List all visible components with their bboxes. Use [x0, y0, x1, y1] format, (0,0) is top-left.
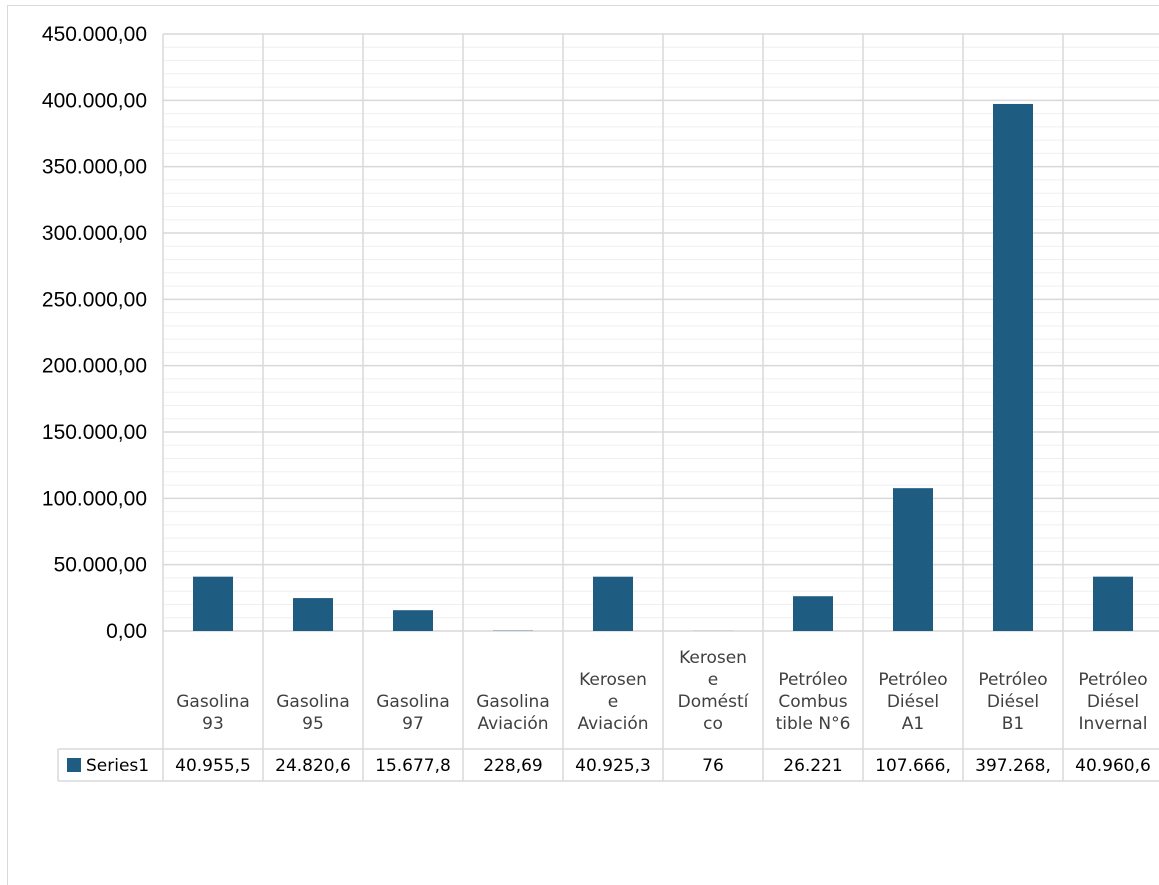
category-label: B1: [1002, 714, 1024, 734]
category-label: A1: [902, 714, 924, 734]
category-label: 97: [402, 714, 424, 734]
category-label: Gasolina: [476, 692, 550, 712]
data-value-label: 24.820,6: [275, 756, 351, 776]
category-label: Gasolina: [176, 692, 250, 712]
category-labels: Gasolina93Gasolina95Gasolina97GasolinaAv…: [176, 648, 1147, 734]
category-label: Gasolina: [376, 692, 450, 712]
y-tick-label: 250.000,00: [42, 288, 147, 311]
data-value-label: 26.221: [783, 756, 842, 776]
category-label: Diésel: [987, 692, 1039, 712]
category-label: 93: [202, 714, 224, 734]
category-label: Doméstí: [678, 692, 750, 712]
y-tick-label: 450.000,00: [42, 23, 147, 46]
data-value-label: 15.677,8: [375, 756, 451, 776]
bar: [993, 104, 1033, 631]
category-label: Petróleo: [1078, 670, 1147, 690]
category-label: Gasolina: [276, 692, 350, 712]
y-axis-tick-labels: 0,00 50.000,00 100.000,00 150.000,00 200.000…: [42, 23, 147, 643]
y-tick-label: 300.000,00: [42, 222, 147, 245]
bar: [793, 596, 833, 631]
data-value-label: 76: [702, 756, 724, 776]
data-table: Series1 40.955,5 24.820,6 15.677,8 228,69 40.…: [58, 749, 1159, 781]
data-value-label: 397.268,: [975, 756, 1051, 776]
category-label: e: [608, 692, 618, 712]
category-label: tible N°6: [776, 714, 851, 734]
bar: [593, 577, 633, 631]
y-tick-label: 200.000,00: [42, 355, 147, 378]
category-label: Petróleo: [778, 670, 847, 690]
data-value-label: 40.925,3: [575, 756, 651, 776]
category-label: Diésel: [1087, 692, 1139, 712]
bar: [293, 598, 333, 631]
bar: [393, 610, 433, 631]
y-tick-label: 400.000,00: [42, 89, 147, 112]
legend-label: Series1: [86, 756, 149, 776]
bar: [1093, 577, 1133, 631]
y-tick-label: 50.000,00: [54, 554, 147, 577]
category-label: e: [708, 670, 718, 690]
data-value-label: 40.960,6: [1075, 756, 1151, 776]
bar: [893, 488, 933, 631]
category-label: Kerosen: [579, 670, 647, 690]
bar: [193, 577, 233, 631]
y-tick-label: 100.000,00: [42, 487, 147, 510]
y-tick-label: 350.000,00: [42, 156, 147, 179]
legend-swatch: [67, 758, 81, 772]
category-label: Invernal: [1079, 714, 1148, 734]
y-tick-label: 0,00: [106, 620, 147, 643]
category-label: Petróleo: [878, 670, 947, 690]
data-value-label: 40.955,5: [175, 756, 251, 776]
category-label: Diésel: [887, 692, 939, 712]
category-label: Kerosen: [679, 648, 747, 668]
data-value-label: 107.666,: [875, 756, 951, 776]
data-value-label: 228,69: [483, 756, 542, 776]
category-label: 95: [302, 714, 324, 734]
category-label: Aviación: [577, 714, 648, 734]
category-label: Combus: [778, 692, 847, 712]
category-label: Petróleo: [978, 670, 1047, 690]
category-label: co: [703, 714, 723, 734]
category-label: Aviación: [477, 714, 548, 734]
y-tick-label: 150.000,00: [42, 421, 147, 444]
